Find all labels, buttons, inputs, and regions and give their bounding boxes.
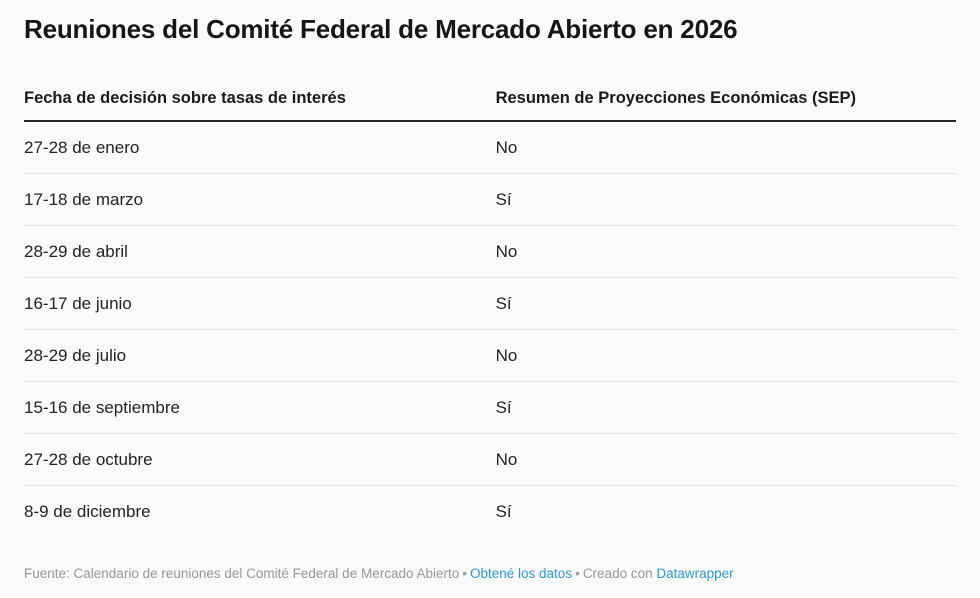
cell-sep: No bbox=[495, 121, 956, 175]
table-header-row: Fecha de decisión sobre tasas de interés… bbox=[24, 75, 956, 123]
table-row: 15-16 de septiembre Sí bbox=[24, 381, 956, 435]
column-header-fecha: Fecha de decisión sobre tasas de interés bbox=[24, 75, 496, 123]
fomc-meetings-table: Fecha de decisión sobre tasas de interés… bbox=[24, 75, 956, 537]
footer-separator: • bbox=[575, 566, 580, 582]
table-row: 28-29 de abril No bbox=[24, 225, 956, 279]
page-title: Reuniones del Comité Federal de Mercado … bbox=[24, 14, 738, 44]
cell-fecha: 15-16 de septiembre bbox=[24, 381, 496, 435]
cell-sep: No bbox=[495, 329, 956, 383]
datawrapper-link[interactable]: Datawrapper bbox=[656, 566, 734, 582]
created-with-text: Creado con bbox=[582, 566, 653, 582]
cell-sep: Sí bbox=[495, 277, 956, 331]
table-row: 17-18 de marzo Sí bbox=[24, 173, 956, 227]
cell-sep: No bbox=[495, 433, 956, 487]
table-row: 8-9 de diciembre Sí bbox=[24, 486, 956, 538]
cell-fecha: 16-17 de junio bbox=[24, 277, 496, 331]
cell-sep: Sí bbox=[495, 173, 956, 227]
cell-fecha: 28-29 de julio bbox=[24, 329, 496, 383]
chart-footer: Fuente: Calendario de reuniones del Comi… bbox=[24, 565, 956, 583]
footer-separator: • bbox=[462, 566, 467, 582]
table-row: 27-28 de octubre No bbox=[24, 433, 956, 487]
table-row: 16-17 de junio Sí bbox=[24, 277, 956, 331]
cell-sep: No bbox=[495, 225, 956, 279]
cell-sep: Sí bbox=[495, 502, 512, 522]
cell-fecha: 27-28 de enero bbox=[24, 121, 496, 175]
cell-fecha: 8-9 de diciembre bbox=[24, 502, 151, 522]
table-row: 28-29 de julio No bbox=[24, 329, 956, 383]
get-data-link[interactable]: Obtené los datos bbox=[470, 566, 573, 582]
cell-fecha: 17-18 de marzo bbox=[24, 173, 496, 227]
column-header-sep: Resumen de Proyecciones Económicas (SEP) bbox=[495, 75, 956, 123]
cell-fecha: 28-29 de abril bbox=[24, 225, 496, 279]
cell-fecha: 27-28 de octubre bbox=[24, 433, 496, 487]
cell-sep: Sí bbox=[495, 381, 956, 435]
table-row: 27-28 de enero No bbox=[24, 121, 956, 175]
source-text: Fuente: Calendario de reuniones del Comi… bbox=[24, 566, 460, 582]
